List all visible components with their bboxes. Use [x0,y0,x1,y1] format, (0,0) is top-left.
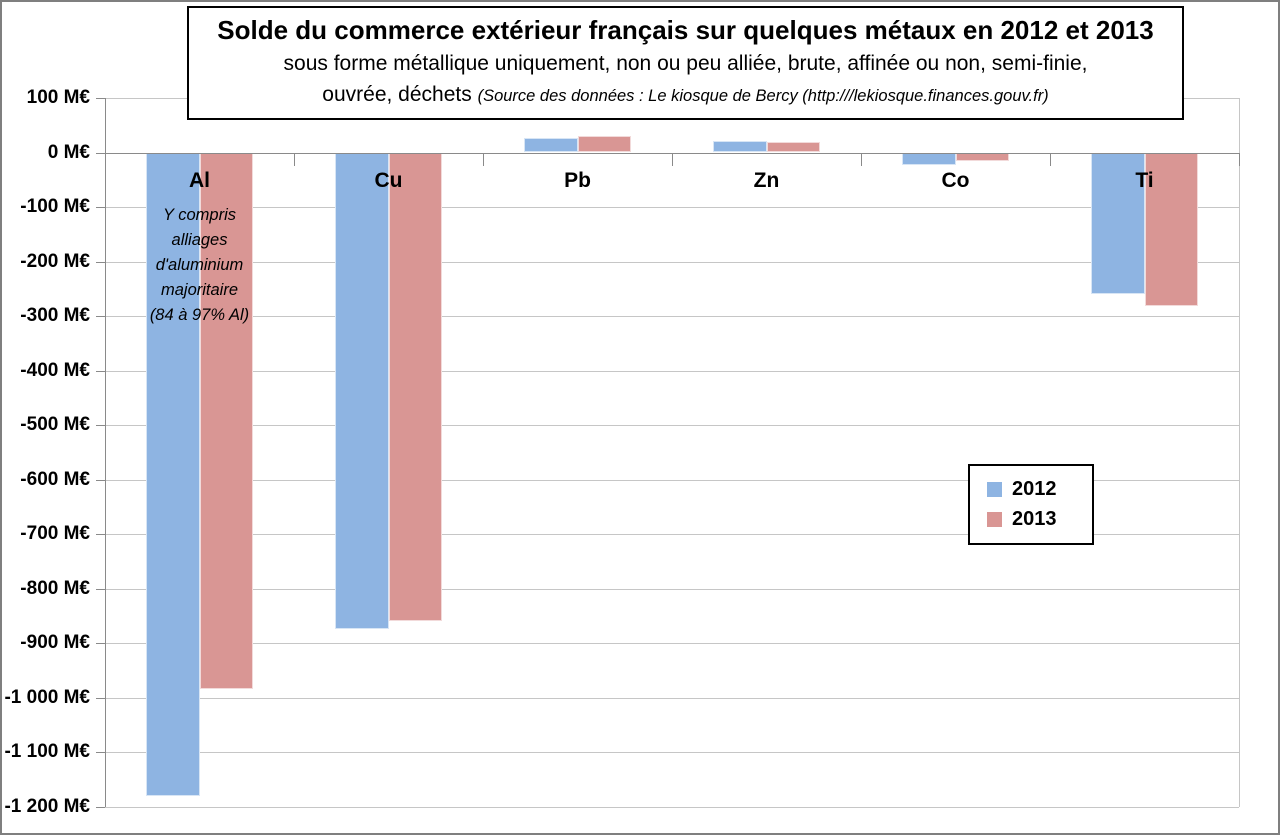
legend: 2012 2013 [968,464,1094,545]
x-axis-category-tick [1239,152,1240,166]
bar-pb-2012 [524,137,578,153]
bar-ti-2013 [1144,152,1198,307]
category-label-ti: Ti [1135,168,1154,192]
y-axis-tick [96,425,105,426]
chart-subtitle: sous forme métallique uniquement, non ou… [283,52,1088,75]
gridline [105,806,1239,808]
x-axis-zero-line [96,152,1239,154]
y-axis-tick-label: -800 M€ [20,577,90,599]
y-axis-tick [96,261,105,263]
bar-zn-2013 [766,141,820,153]
al-annotation: Y compris alliages d'aluminium majoritai… [149,205,250,324]
y-axis-tick [96,316,105,317]
gridline [105,479,1239,481]
y-axis-tick-label: -1 200 M€ [4,795,90,817]
y-axis-tick [96,643,105,644]
y-axis-tick-label: 0 M€ [47,141,90,163]
category-label-pb: Pb [564,168,591,192]
y-axis-tick-label: -200 M€ [20,250,90,272]
x-axis-category-tick [672,152,673,166]
chart-subtitle-2: ouvrée, déchets (Source des données : Le… [197,79,1174,112]
bar-al-2013 [199,152,253,690]
y-axis-tick [96,370,105,372]
y-axis-tick-label: -100 M€ [20,196,90,217]
y-axis-tick [96,207,105,208]
y-axis-tick [96,588,105,590]
y-axis-tick-label: -1 100 M€ [4,741,90,762]
category-label-zn: Zn [753,168,780,192]
bar-zn-2012 [713,140,767,153]
category-label-al: Al [189,168,210,192]
bar-cu-2012 [335,152,389,630]
bar-co-2013 [955,152,1009,161]
plot-border-right [1239,98,1240,807]
x-axis-category-tick [861,152,862,166]
bar-cu-2013 [388,152,442,622]
x-axis-category-tick [105,152,106,166]
legend-item-2012: 2012 [987,478,1092,501]
y-axis-tick-label: -300 M€ [20,305,90,326]
y-axis-tick-label: -900 M€ [20,632,90,653]
y-axis-tick-label: -500 M€ [20,414,90,435]
bar-ti-2012 [1091,152,1145,295]
y-axis-tick-label: -600 M€ [20,468,90,490]
y-axis-tick [96,806,105,808]
gridline [105,697,1239,699]
y-axis-tick [96,752,105,753]
legend-label-2013: 2013 [1012,508,1057,531]
gridline [105,261,1239,263]
x-axis-category-tick [483,152,484,166]
gridline [105,425,1239,426]
y-axis-line [105,98,106,807]
y-axis-tick [96,697,105,699]
gridline [105,207,1239,208]
y-axis-tick-label: -1 000 M€ [4,686,90,708]
chart-title: Solde du commerce extérieur français sur… [217,15,1154,45]
bar-co-2012 [902,152,956,166]
y-axis-tick-label: -400 M€ [20,359,90,381]
x-axis-category-tick [1050,152,1051,166]
y-axis-tick-label: -700 M€ [20,523,90,544]
gridline [105,588,1239,590]
gridline [105,643,1239,644]
gridline [105,534,1239,535]
y-axis-tick [96,534,105,535]
legend-label-2012: 2012 [1012,477,1057,500]
chart-title-box: Solde du commerce extérieur français sur… [187,6,1184,120]
legend-swatch-2012 [987,481,1002,497]
y-axis-tick-label: 100 M€ [26,87,90,108]
y-axis-tick [96,479,105,481]
y-axis-tick [96,98,105,99]
bar-pb-2013 [577,135,631,153]
gridline [105,316,1239,317]
chart-subtitle-2-text: ouvrée, déchets [322,83,472,106]
gridline [105,370,1239,372]
x-axis-category-tick [294,152,295,166]
source-note: (Source des données : Le kiosque de Berc… [477,87,1049,105]
legend-item-2013: 2013 [987,508,1092,531]
category-label-cu: Cu [374,168,403,192]
gridline [105,752,1239,753]
category-label-co: Co [941,168,970,192]
legend-swatch-2013 [987,512,1002,528]
